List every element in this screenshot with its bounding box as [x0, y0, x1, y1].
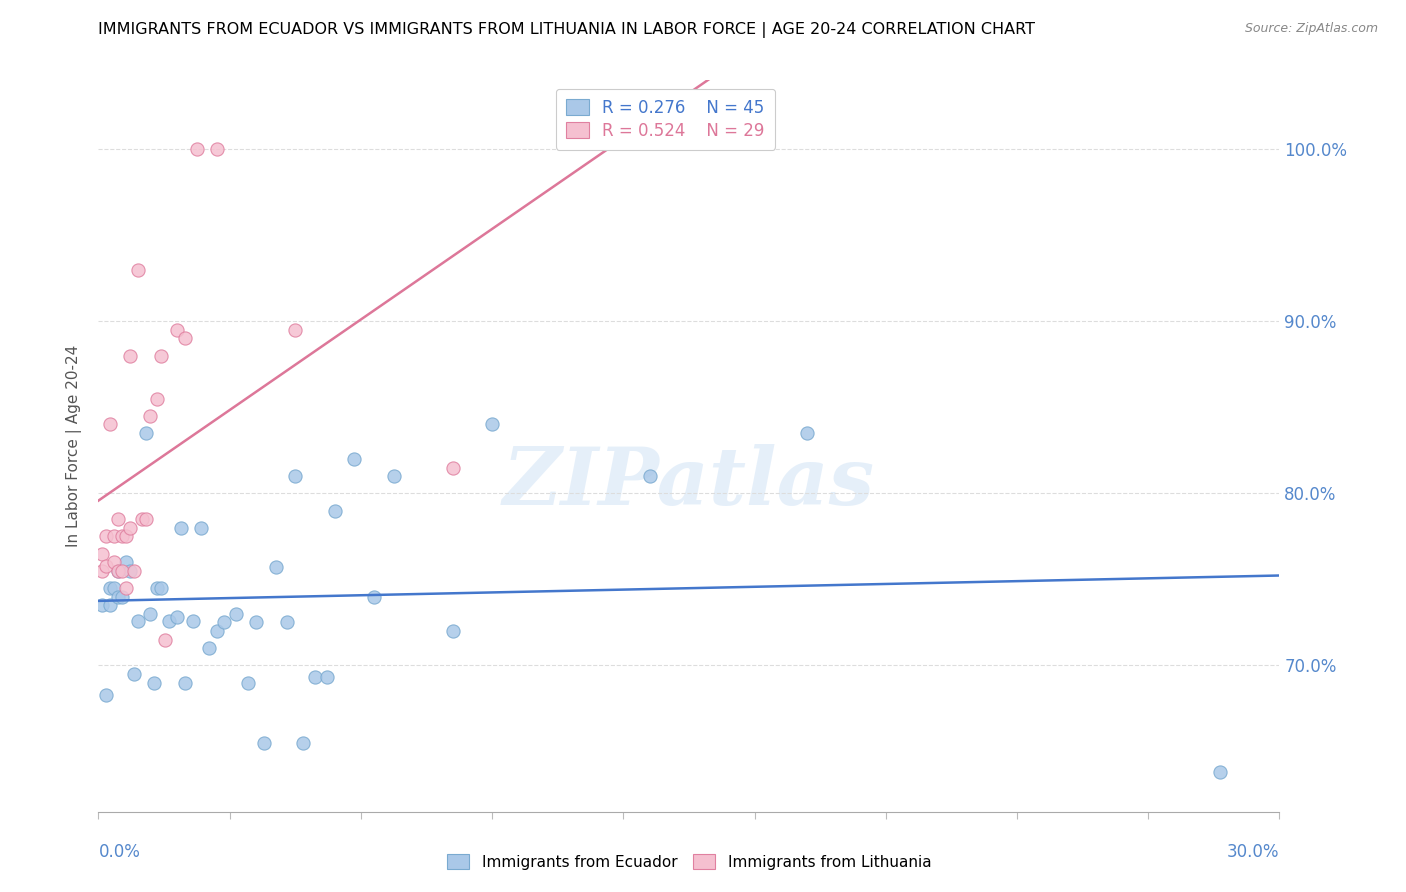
Point: [190, 521, 212, 535]
Point: [181, 614, 204, 628]
Point: [96, 529, 118, 543]
Point: [214, 615, 236, 630]
Point: [343, 451, 366, 466]
Point: [115, 529, 138, 543]
Point: [170, 521, 193, 535]
Point: [91, 547, 114, 561]
Point: [441, 460, 464, 475]
Point: [481, 417, 503, 432]
Point: [107, 512, 129, 526]
Point: [103, 529, 125, 543]
Point: [138, 607, 160, 621]
Point: [205, 624, 228, 638]
Point: [146, 581, 169, 595]
Point: [111, 590, 134, 604]
Point: [135, 512, 157, 526]
Point: [111, 564, 134, 578]
Point: [98, 598, 121, 612]
Point: [103, 581, 125, 595]
Point: [638, 469, 661, 483]
Point: [323, 503, 346, 517]
Point: [96, 688, 118, 702]
Text: ZIPatlas: ZIPatlas: [503, 444, 875, 521]
Point: [441, 624, 464, 638]
Point: [111, 529, 134, 543]
Point: [115, 555, 138, 569]
Point: [150, 349, 173, 363]
Point: [284, 469, 307, 483]
Point: [107, 590, 129, 604]
Point: [236, 675, 259, 690]
Text: 30.0%: 30.0%: [1227, 843, 1279, 861]
Point: [225, 607, 247, 621]
Text: IMMIGRANTS FROM ECUADOR VS IMMIGRANTS FROM LITHUANIA IN LABOR FORCE | AGE 20-24 : IMMIGRANTS FROM ECUADOR VS IMMIGRANTS FR…: [98, 22, 1035, 38]
Point: [253, 736, 276, 750]
Point: [197, 641, 219, 656]
Y-axis label: In Labor Force | Age 20-24: In Labor Force | Age 20-24: [66, 345, 83, 547]
Point: [292, 736, 315, 750]
Point: [796, 426, 818, 441]
Point: [127, 614, 149, 628]
Point: [157, 614, 180, 628]
Point: [142, 675, 165, 690]
Point: [150, 581, 173, 595]
Point: [138, 409, 160, 423]
Point: [315, 671, 337, 685]
Point: [304, 671, 326, 685]
Point: [98, 417, 121, 432]
Point: [155, 632, 177, 647]
Point: [146, 392, 169, 406]
Point: [363, 590, 385, 604]
Point: [127, 262, 149, 277]
Point: [115, 581, 138, 595]
Point: [107, 564, 129, 578]
Point: [382, 469, 405, 483]
Point: [118, 521, 141, 535]
Point: [205, 142, 228, 156]
Point: [264, 560, 287, 574]
Point: [174, 331, 197, 345]
Point: [166, 323, 188, 337]
Point: [122, 667, 145, 681]
Point: [91, 564, 114, 578]
Point: [98, 581, 121, 595]
Text: Source: ZipAtlas.com: Source: ZipAtlas.com: [1244, 22, 1378, 36]
Point: [166, 610, 188, 624]
Point: [131, 512, 153, 526]
Point: [1209, 765, 1232, 780]
Point: [122, 564, 145, 578]
Point: [284, 323, 307, 337]
Point: [186, 142, 208, 156]
Point: [118, 564, 141, 578]
Point: [91, 598, 114, 612]
Text: 0.0%: 0.0%: [98, 843, 141, 861]
Point: [96, 558, 118, 573]
Point: [276, 615, 298, 630]
Point: [245, 615, 267, 630]
Point: [135, 426, 157, 441]
Point: [107, 564, 129, 578]
Point: [118, 349, 141, 363]
Legend: Immigrants from Ecuador, Immigrants from Lithuania: Immigrants from Ecuador, Immigrants from…: [439, 847, 939, 877]
Point: [174, 675, 197, 690]
Point: [103, 555, 125, 569]
